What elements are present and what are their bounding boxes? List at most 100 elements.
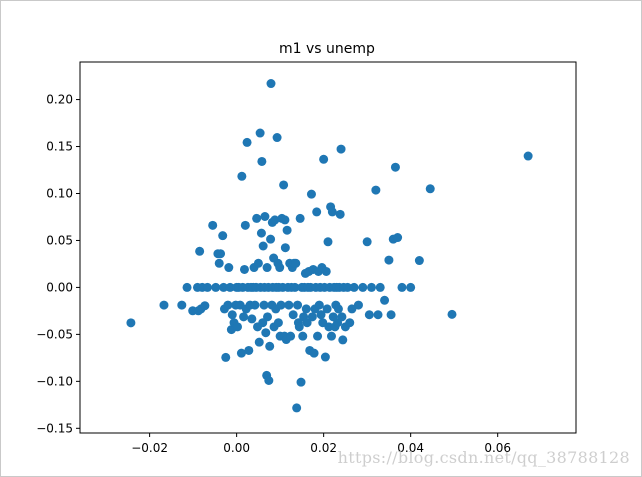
scatter-point — [242, 137, 252, 147]
scatter-point — [259, 300, 269, 310]
scatter-point — [373, 310, 383, 320]
scatter-point — [390, 162, 400, 172]
scatter-point — [358, 282, 368, 292]
x-tick-label: 0.04 — [397, 441, 424, 455]
scatter-point — [221, 352, 231, 362]
scatter-point — [255, 128, 265, 138]
scatter-point — [362, 237, 372, 247]
scatter-point — [216, 249, 226, 259]
scatter-point — [292, 403, 302, 413]
x-tick-label: 0.00 — [223, 441, 250, 455]
y-tick-label: 0.10 — [46, 186, 73, 200]
scatter-point — [313, 331, 323, 341]
scatter-point — [202, 282, 212, 292]
scatter-point — [239, 312, 249, 322]
scatter-point — [256, 228, 266, 238]
scatter-point — [326, 331, 336, 341]
scatter-point — [284, 300, 294, 310]
scatter-point — [523, 151, 533, 161]
x-axis: −0.02 0.00 0.02 0.04 0.06 — [131, 433, 511, 455]
y-tick-label: 0.20 — [46, 93, 73, 107]
scatter-point — [393, 233, 403, 243]
scatter-point — [375, 282, 385, 292]
x-tick-label: 0.06 — [484, 441, 511, 455]
scatter-point — [307, 312, 317, 322]
scatter-point — [301, 304, 311, 314]
scatter-point — [323, 237, 333, 247]
scatter-point — [380, 295, 390, 305]
scatter-point — [265, 341, 275, 351]
scatter-point — [208, 220, 218, 230]
scatter-point — [386, 310, 396, 320]
scatter-point — [200, 301, 210, 311]
scatter-point — [288, 310, 298, 320]
scatter-point — [276, 300, 286, 310]
scatter-point — [367, 282, 377, 292]
scatter-point — [253, 258, 263, 268]
watermark-text: https://blog.csdn.net/qq_38788128 — [337, 448, 630, 467]
scatter-point — [280, 243, 290, 253]
scatter-point — [321, 266, 331, 276]
scatter-point — [337, 312, 347, 322]
scatter-point — [252, 213, 262, 223]
scatter-point — [263, 312, 273, 322]
scatter-point — [333, 304, 343, 314]
scatter-point — [257, 156, 267, 166]
data-points — [126, 79, 533, 413]
scatter-point — [279, 180, 289, 190]
scatter-point — [219, 282, 229, 292]
scatter-point — [214, 258, 224, 268]
scatter-point — [335, 209, 345, 219]
scatter-point — [349, 282, 359, 292]
scatter-point — [447, 309, 457, 319]
scatter-point — [414, 256, 424, 266]
scatter-point — [236, 348, 246, 358]
scatter-point — [425, 184, 435, 194]
scatter-point — [250, 300, 260, 310]
scatter-point — [240, 220, 250, 230]
scatter-point — [280, 215, 290, 225]
scatter-point — [237, 171, 247, 181]
scatter-point — [397, 282, 407, 292]
scatter-point — [347, 304, 357, 314]
scatter-point — [272, 133, 282, 143]
y-tick-label: −0.05 — [36, 327, 73, 341]
scatter-point — [343, 282, 353, 292]
scatter-point — [291, 258, 301, 268]
scatter-point — [406, 282, 416, 292]
scatter-point — [319, 154, 329, 164]
scatter-point — [309, 348, 319, 358]
scatter-point — [233, 322, 243, 332]
scatter-point — [218, 231, 228, 241]
scatter-point — [275, 263, 285, 273]
scatter-point — [211, 282, 221, 292]
scatter-point — [364, 310, 374, 320]
y-tick-label: 0.15 — [46, 140, 73, 154]
scatter-point — [302, 318, 312, 328]
y-axis: −0.15 −0.10 −0.05 0.00 0.05 0.10 0.15 0.20 — [36, 93, 80, 435]
scatter-point — [247, 314, 257, 324]
scatter-point — [286, 331, 296, 341]
scatter-point — [336, 144, 346, 154]
scatter-point — [182, 282, 192, 292]
scatter-point — [322, 304, 332, 314]
scatter-point — [262, 263, 272, 273]
scatter-point — [298, 331, 308, 341]
plot-area — [79, 61, 577, 434]
chart-title: m1 vs unemp — [279, 41, 375, 57]
scatter-point — [371, 185, 381, 195]
scatter-point — [244, 345, 254, 355]
scatter-point — [320, 352, 330, 362]
scatter-point — [159, 300, 169, 310]
scatter-point — [195, 246, 205, 256]
scatter-point — [296, 377, 306, 387]
scatter-point — [290, 282, 300, 292]
scatter-point — [353, 300, 363, 310]
scatter-point — [295, 213, 305, 223]
scatter-point — [266, 234, 276, 244]
scatter-point — [312, 207, 322, 217]
scatter-point — [126, 318, 136, 328]
scatter-point — [224, 263, 234, 273]
scatter-point — [177, 300, 187, 310]
